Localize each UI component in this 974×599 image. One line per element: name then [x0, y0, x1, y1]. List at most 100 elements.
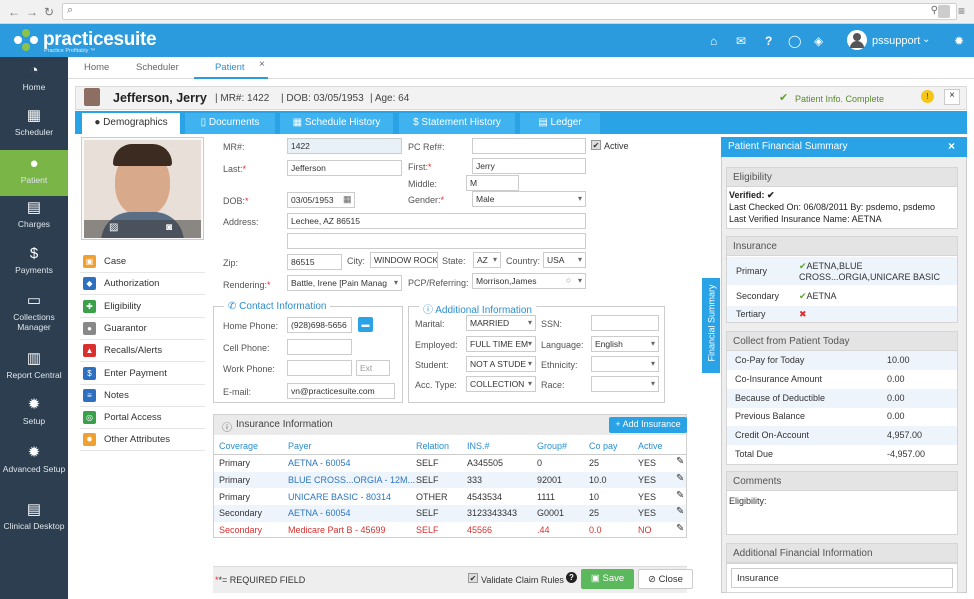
address2-field[interactable]	[287, 233, 586, 249]
camera-icon[interactable]: ◙	[166, 222, 173, 233]
sidebar-item-scheduler[interactable]: ▦ Scheduler	[0, 108, 68, 138]
student-select[interactable]: NOT A STUDE	[466, 356, 536, 372]
cell-phone-field[interactable]	[287, 339, 352, 355]
edit-icon[interactable]: ✎	[676, 456, 685, 467]
column-header[interactable]: INS.#	[467, 441, 490, 451]
tab-documents[interactable]: ▯ Documents	[185, 113, 275, 134]
financial-summary-tab[interactable]: Financial Summary	[702, 278, 720, 373]
address-bar[interactable]: ⌕ ⚲	[62, 3, 957, 20]
help-icon[interactable]: ?	[765, 34, 773, 48]
employed-select[interactable]: FULL TIME EM	[466, 336, 536, 352]
menu-item-case[interactable]: ▣ Case	[80, 251, 205, 273]
race-select[interactable]	[591, 376, 659, 392]
home-phone-field[interactable]: (928)698-5656	[287, 317, 352, 333]
search-circle-icon[interactable]: ○	[565, 275, 571, 285]
ext-field[interactable]: Ext	[356, 360, 390, 376]
chevron-down-icon[interactable]: ⌄	[922, 34, 931, 45]
cell-payer[interactable]: AETNA - 60054	[288, 458, 351, 468]
sidebar-item-advanced-setup[interactable]: ✹ Advanced Setup	[0, 445, 68, 475]
column-header[interactable]: Active	[638, 441, 663, 451]
mail-icon[interactable]: ✉	[736, 34, 747, 48]
table-row[interactable]: Secondary AETNA - 60054 SELF 3123343343 G000…	[214, 505, 686, 522]
sidebar-item-patient[interactable]: ● Patient	[0, 150, 68, 196]
cell-payer[interactable]: AETNA - 60054	[288, 508, 351, 519]
email-field[interactable]: vn@practicesuite.com	[287, 383, 395, 399]
sms-icon[interactable]: ▬	[358, 317, 373, 332]
pcp-field[interactable]: Morrison,James ○ ▾	[472, 273, 586, 289]
location-icon[interactable]: ⚲	[930, 5, 938, 16]
menu-item-other-attributes[interactable]: ✹ Other Attributes	[80, 429, 205, 452]
cell-payer[interactable]: Medicare Part B - 45699	[288, 525, 386, 536]
menu-item-guarantor[interactable]: ● Guarantor	[80, 318, 205, 340]
menu-item-enter-payment[interactable]: $ Enter Payment	[80, 363, 205, 385]
first-name-field[interactable]: Jerry	[472, 158, 586, 174]
table-row[interactable]: Primary AETNA - 60054 SELF A345505 0 25 YES ✎	[214, 455, 686, 472]
menu-item-authorization[interactable]: ◆ Authorization	[80, 273, 205, 296]
sidebar-item-charges[interactable]: ▤ Charges	[0, 200, 68, 230]
validate-checkbox[interactable]: ✔	[468, 573, 478, 583]
alert-icon[interactable]: !	[921, 90, 934, 103]
table-row[interactable]: Secondary Medicare Part B - 45699 SELF 4556…	[214, 522, 686, 539]
additional-financial-item[interactable]: Insurance	[731, 568, 953, 588]
menu-item-eligibility[interactable]: ✚ Eligibility	[80, 296, 205, 318]
username[interactable]: pssupport	[872, 35, 921, 47]
chevron-down-icon[interactable]: ▾	[577, 276, 582, 285]
last-name-field[interactable]: Jefferson	[287, 160, 402, 176]
tab-schedule-history[interactable]: ▦ Schedule History	[280, 113, 393, 134]
tag-icon[interactable]: ◈	[814, 34, 824, 48]
forward-icon[interactable]: →	[26, 5, 38, 19]
menu-item-notes[interactable]: ≡ Notes	[80, 385, 205, 407]
pcref-field[interactable]	[472, 138, 586, 154]
sidebar-item-clinical-desktop[interactable]: ▤ Clinical Desktop	[0, 502, 68, 532]
sidebar-item-collections-manager[interactable]: ▭ Collections Manager	[0, 293, 68, 333]
reload-icon[interactable]: ↻	[44, 5, 55, 19]
edit-icon[interactable]: ✎	[676, 489, 685, 501]
gender-select[interactable]: Male	[472, 191, 586, 207]
column-header[interactable]: Payer	[288, 441, 312, 451]
dob-field[interactable]: 03/05/1953	[287, 192, 355, 208]
state-select[interactable]: AZ	[473, 252, 501, 268]
tab-ledger[interactable]: ▤ Ledger	[520, 113, 600, 134]
table-row[interactable]: Primary BLUE CROSS...ORGIA - 12M... SELF 33…	[214, 471, 686, 489]
work-phone-field[interactable]	[287, 360, 352, 376]
column-header[interactable]: Group#	[537, 441, 568, 451]
help-icon[interactable]: ?	[566, 572, 577, 583]
ssn-field[interactable]	[591, 315, 659, 331]
menu-icon[interactable]: ≡	[958, 4, 966, 18]
avatar[interactable]	[847, 30, 867, 50]
tab-home[interactable]: Home	[84, 62, 110, 73]
menu-item-portal-access[interactable]: ◎ Portal Access	[80, 407, 205, 430]
middle-name-field[interactable]: M	[466, 175, 519, 191]
menu-item-recalls-alerts[interactable]: ▲ Recalls/Alerts	[80, 340, 205, 363]
tab-patient[interactable]: Patient	[215, 62, 245, 73]
marital-select[interactable]: MARRIED	[466, 315, 536, 331]
chat-icon[interactable]: ◯	[788, 34, 802, 48]
close-button[interactable]: ⊘ Close	[638, 569, 693, 589]
ethnicity-select[interactable]	[591, 356, 659, 372]
back-icon[interactable]: ←	[8, 5, 20, 19]
close-tab-icon[interactable]: ×	[259, 59, 265, 70]
tab-statement-history[interactable]: $ Statement History	[399, 113, 515, 134]
close-icon[interactable]: ×	[948, 139, 956, 153]
save-button[interactable]: ▣ Save	[581, 569, 634, 589]
edit-icon[interactable]: ✎	[676, 523, 685, 535]
tab-scheduler[interactable]: Scheduler	[136, 62, 179, 73]
rendering-select[interactable]: Battle, Irene [Pain Manag	[287, 275, 402, 291]
sidebar-item-setup[interactable]: ✹ Setup	[0, 397, 68, 427]
zip-field[interactable]: 86515	[287, 254, 342, 270]
image-icon[interactable]: ▨	[109, 222, 119, 233]
city-field[interactable]: WINDOW ROCK	[370, 252, 438, 268]
cell-payer[interactable]: BLUE CROSS...ORGIA - 12M...	[288, 474, 416, 485]
active-checkbox[interactable]: ✔	[591, 140, 601, 150]
edit-icon[interactable]: ✎	[676, 506, 685, 518]
sidebar-item-home[interactable]: ◔ Home	[0, 63, 68, 93]
cell-payer[interactable]: UNICARE BASIC - 80314	[288, 491, 392, 502]
table-row[interactable]: Primary UNICARE BASIC - 80314 OTHER 4543534…	[214, 489, 686, 506]
calendar-icon[interactable]: ▦	[343, 194, 352, 204]
home-icon[interactable]: ⌂	[710, 34, 718, 48]
logo[interactable]: practicesuite Practice Profitably ™	[14, 29, 157, 54]
edit-icon[interactable]: ✎	[676, 472, 685, 484]
settings-icon[interactable]: ✹	[954, 34, 965, 48]
column-header[interactable]: Relation	[416, 441, 450, 451]
add-insurance-button[interactable]: + Add Insurance	[609, 417, 687, 433]
